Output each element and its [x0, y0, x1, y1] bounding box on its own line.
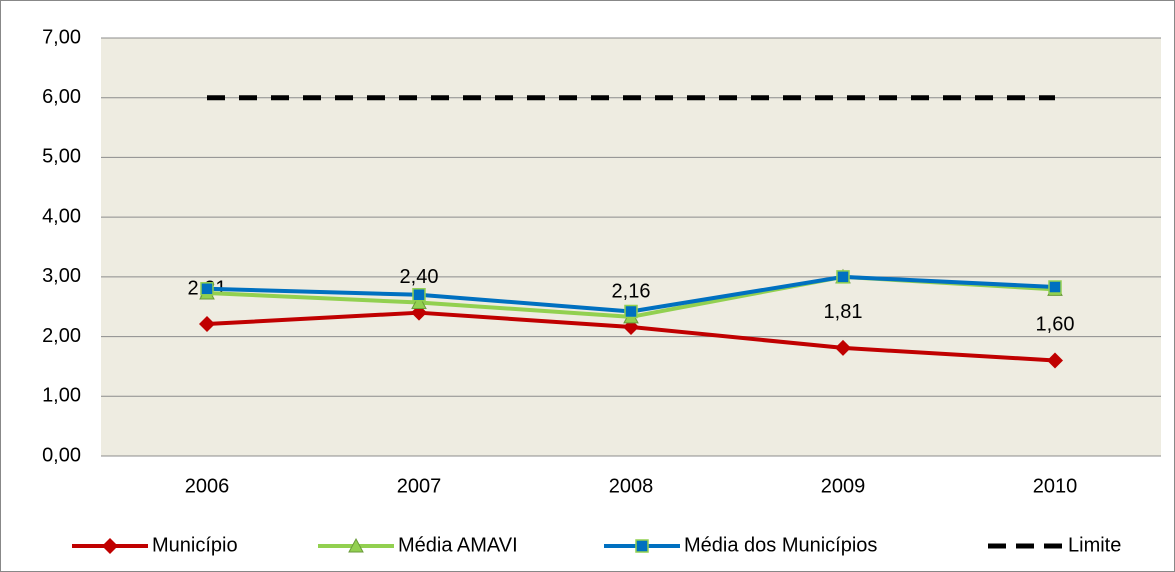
marker: [411, 294, 427, 310]
marker: [200, 282, 214, 296]
data-label: 2,40: [400, 266, 439, 288]
x-tick-label: 2008: [609, 475, 654, 497]
marker: [1047, 352, 1063, 369]
y-tick-label: 4,00: [42, 205, 81, 227]
marker: [635, 539, 649, 553]
y-tick-label: 3,00: [42, 265, 81, 287]
marker: [102, 538, 118, 554]
x-tick-label: 2010: [1033, 475, 1078, 497]
y-tick-label: 2,00: [42, 325, 81, 347]
marker: [1048, 280, 1062, 294]
y-tick-label: 7,00: [42, 26, 81, 48]
marker: [835, 339, 851, 356]
data-label: 1,60: [1036, 314, 1075, 336]
legend-label: Limite: [1068, 534, 1121, 556]
data-label: 1,81: [824, 301, 863, 323]
legend-label: Média AMAVI: [398, 534, 518, 556]
x-tick-label: 2009: [821, 475, 866, 497]
legend-label: Média dos Municípios: [684, 534, 877, 556]
marker: [836, 270, 850, 284]
x-tick-label: 2006: [185, 475, 230, 497]
marker: [199, 316, 215, 333]
marker: [348, 537, 364, 553]
x-tick-label: 2007: [397, 475, 442, 497]
plot-area: [101, 38, 1161, 456]
marker: [624, 304, 638, 319]
y-tick-label: 5,00: [42, 146, 81, 168]
y-tick-label: 6,00: [42, 86, 81, 108]
marker: [412, 288, 426, 302]
data-label: 2,16: [612, 280, 651, 302]
y-tick-label: 1,00: [42, 385, 81, 407]
y-tick-label: 0,00: [42, 444, 81, 466]
legend-label: Município: [152, 534, 238, 556]
